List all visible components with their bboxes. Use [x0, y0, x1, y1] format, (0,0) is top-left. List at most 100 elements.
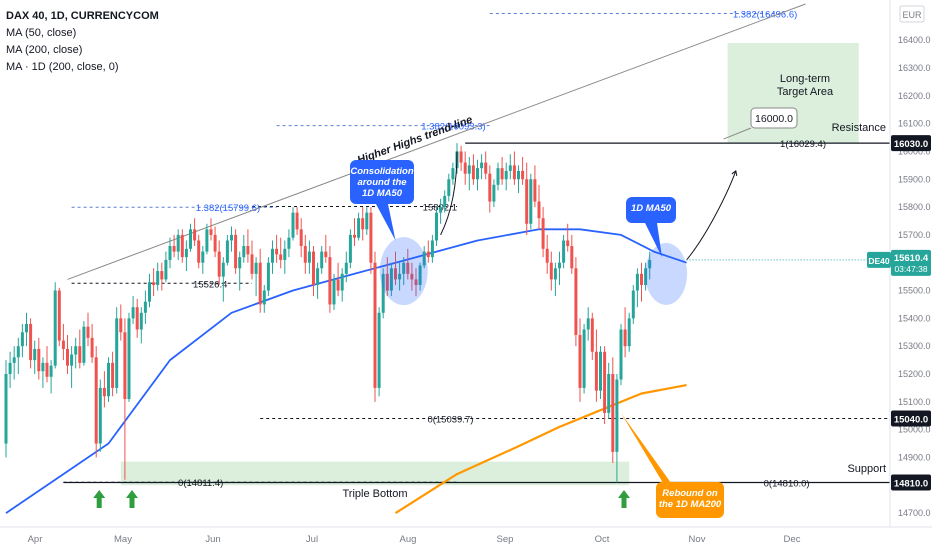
legend-ma200[interactable]: MA (200, close)	[6, 44, 83, 56]
price-tick-label: 14900.0	[898, 452, 931, 462]
candle-body	[250, 254, 254, 274]
breakout-curve	[440, 151, 458, 236]
candle-body	[385, 273, 389, 291]
candle-body	[53, 290, 57, 366]
candle-body	[180, 234, 184, 258]
candle-body	[213, 234, 217, 252]
support-low-price-tag-bg	[891, 474, 931, 491]
bottom-arrow-1	[93, 490, 106, 508]
candle-body	[119, 318, 123, 333]
candle-body	[410, 273, 414, 280]
candle-body	[70, 354, 74, 366]
candle-body	[230, 234, 233, 241]
candle-body	[558, 262, 561, 269]
candle-body	[324, 251, 328, 258]
candle-body	[533, 179, 537, 202]
month-label-sep: Sep	[497, 534, 514, 545]
candle-body	[648, 259, 652, 269]
candle-body	[115, 318, 119, 388]
price-tick-label: 16400.0	[898, 35, 931, 45]
resistance-price-tag-bg	[891, 135, 931, 152]
candle-body	[172, 246, 176, 252]
price-tick-label: 15500.0	[898, 286, 931, 296]
candle-body	[148, 282, 151, 302]
candle-body	[234, 234, 238, 269]
price-tick-label: 15400.0	[898, 313, 931, 323]
candle-body	[111, 362, 115, 388]
candle-body	[377, 312, 381, 388]
candle-body	[66, 348, 69, 366]
legend-ma50[interactable]: MA (50, close)	[6, 27, 77, 39]
candle-body	[262, 290, 266, 305]
candle-body	[205, 229, 209, 252]
candle-body	[20, 332, 24, 347]
candle-body	[74, 346, 78, 355]
month-label-jul: Jul	[306, 534, 318, 545]
candle-body	[484, 162, 488, 174]
candle-body	[619, 329, 623, 380]
price-tick-label: 15700.0	[898, 230, 931, 240]
target-value-leader	[723, 127, 752, 140]
consolidation-circle	[379, 237, 428, 306]
candle-body	[640, 273, 643, 285]
candle-body	[197, 240, 201, 263]
candle-body	[312, 251, 315, 285]
candle-body	[635, 273, 639, 291]
candle-body	[525, 179, 529, 224]
time-axis-bg	[0, 527, 932, 550]
ma50-callout: 1D MA50	[626, 197, 676, 258]
candle-body	[627, 318, 631, 347]
consolidation-callout-text: around the	[357, 177, 407, 188]
candle-body	[193, 229, 197, 241]
consolidation-callout-text: 1D MA50	[362, 188, 403, 199]
candle-body	[373, 262, 377, 388]
candle-body	[98, 387, 102, 444]
candle-body	[12, 357, 16, 363]
candle-body	[471, 165, 475, 180]
candle-body	[512, 165, 516, 180]
candle-body	[615, 379, 619, 452]
candle-body	[221, 262, 225, 277]
candle-body	[422, 251, 426, 266]
bottom-arrow-3	[618, 490, 630, 508]
candle-body	[320, 251, 324, 269]
ma50-callout-text: 1D MA50	[631, 203, 672, 214]
candle-body	[164, 259, 168, 280]
candle-body	[107, 362, 110, 397]
candle-body	[307, 251, 311, 263]
candle-body	[156, 271, 160, 285]
legend-ma1d200[interactable]: MA · 1D (200, close, 0)	[6, 61, 119, 73]
candle-body	[590, 318, 594, 352]
candle-body	[594, 351, 598, 391]
candle-body	[545, 248, 549, 263]
candle-body	[246, 246, 250, 255]
candle-body	[508, 165, 512, 171]
current-price-bg	[891, 249, 931, 276]
candle-body	[86, 326, 90, 338]
fib-jun-label: 1.382(15799.6)	[196, 203, 260, 214]
month-label-may: May	[114, 534, 132, 545]
candle-body	[184, 248, 188, 258]
candle-body	[361, 218, 365, 230]
candle-body	[631, 290, 635, 319]
ma50-callout-pointer	[645, 223, 662, 258]
rebound-callout-pointer	[621, 412, 696, 518]
candle-body	[541, 218, 545, 249]
candle-body	[398, 273, 402, 280]
month-label-dec: Dec	[784, 534, 801, 545]
level-15039-label: 0(15039.7)	[427, 415, 473, 426]
ma50-line	[5, 228, 687, 514]
legend-symbol: DAX 40, 1D, CURRENCYCOM	[6, 10, 159, 22]
month-label-aug: Aug	[400, 534, 417, 545]
support-label: Support	[847, 463, 886, 475]
candle-body	[135, 307, 139, 330]
candle-body	[78, 346, 82, 363]
support-low-price-tag: 14810.0	[894, 478, 928, 489]
candle-body	[381, 273, 385, 313]
candle-body	[607, 373, 611, 413]
candle-body	[500, 168, 504, 180]
candle-body	[25, 323, 28, 333]
triple-bottom-label: Triple Bottom	[342, 488, 407, 500]
